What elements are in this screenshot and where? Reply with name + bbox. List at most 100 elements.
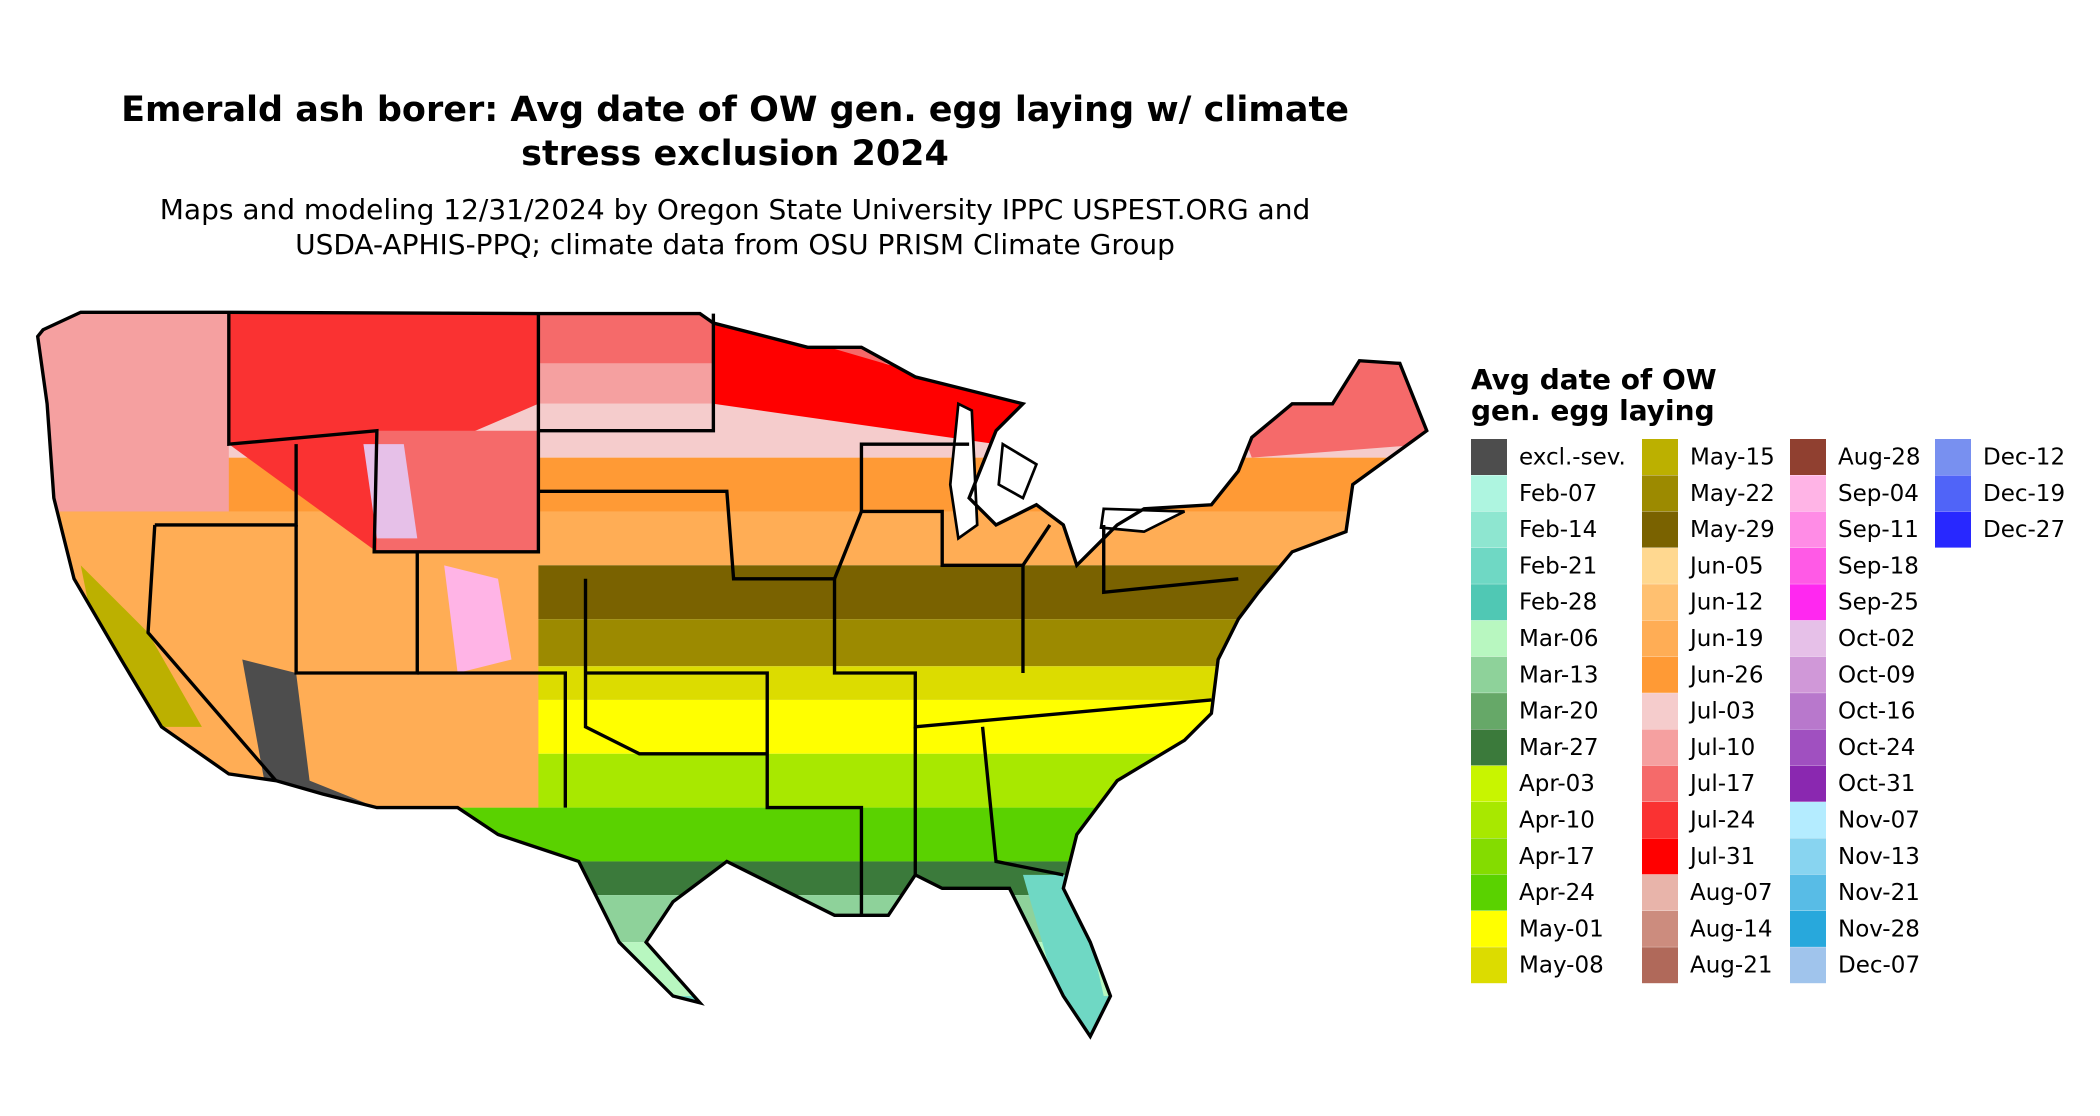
title: Emerald ash borer: Avg date of OW gen. e… — [121, 90, 1349, 130]
legend-label: Nov-28 — [1838, 916, 1920, 942]
legend-label: Dec-19 — [1983, 481, 2065, 507]
legend-swatch — [1642, 693, 1678, 730]
legend-swatch — [1471, 547, 1507, 584]
legend-label: Apr-03 — [1519, 771, 1595, 797]
legend-swatch — [1642, 838, 1678, 875]
lake — [1099, 507, 1186, 534]
subtitle: USDA-APHIS-PPQ; climate data from OSU PR… — [295, 228, 1175, 261]
legend-label: Mar-13 — [1519, 662, 1599, 688]
legend-label: Sep-18 — [1838, 553, 1919, 579]
subtitle: Maps and modeling 12/31/2024 by Oregon S… — [160, 193, 1311, 226]
legend-swatch — [1471, 765, 1507, 802]
legend-label: Dec-27 — [1983, 517, 2065, 543]
legend-label: excl.-sev. — [1519, 445, 1626, 471]
legend-swatch — [1935, 439, 1971, 475]
legend-swatch — [1471, 584, 1507, 621]
legend-swatch — [1471, 620, 1507, 657]
legend-swatch — [1642, 475, 1678, 512]
legend-label: Oct-16 — [1838, 699, 1915, 725]
legend-swatch — [1471, 439, 1507, 475]
legend-swatch — [1935, 475, 1971, 512]
map-region — [37, 996, 1427, 1037]
map-region — [376, 430, 539, 552]
legend-label: Apr-10 — [1519, 808, 1595, 834]
map-region — [37, 807, 1427, 862]
legend-swatch — [1642, 729, 1678, 766]
map-region — [444, 565, 512, 673]
map-region — [37, 895, 1427, 943]
legend-swatch — [1642, 910, 1678, 947]
legend-label: Feb-14 — [1519, 517, 1597, 543]
state-lines — [36, 310, 1429, 1039]
map-region — [713, 313, 1023, 445]
legend-label: Nov-13 — [1838, 844, 1920, 870]
legend-swatch — [1790, 656, 1826, 693]
legend-swatch — [1471, 874, 1507, 911]
legend-swatch — [1471, 475, 1507, 512]
legend-swatch — [1935, 511, 1971, 548]
legend-label: Jun-05 — [1688, 553, 1764, 579]
legend-swatch — [1642, 765, 1678, 802]
legend: Avg date of OW gen. egg laying excl.-sev… — [1471, 363, 2065, 984]
legend-label: Feb-28 — [1519, 590, 1597, 616]
lake — [948, 401, 979, 541]
map-region — [1022, 874, 1104, 1037]
legend-label: Feb-21 — [1519, 553, 1597, 579]
legend-swatch — [1790, 910, 1826, 947]
legend-label: Feb-07 — [1519, 481, 1597, 507]
legend-label: Aug-21 — [1690, 953, 1772, 979]
legend-swatch — [1642, 439, 1678, 475]
legend-label: Dec-12 — [1983, 445, 2065, 471]
legend-label: Mar-20 — [1519, 699, 1599, 725]
legend-label: Nov-07 — [1838, 808, 1920, 834]
legend-label: Jun-19 — [1688, 626, 1764, 652]
legend-swatch — [1471, 802, 1507, 838]
legend-swatch — [1471, 656, 1507, 693]
legend-swatch — [1790, 802, 1826, 838]
legend-label: Aug-14 — [1690, 916, 1772, 942]
legend-swatch — [1790, 874, 1826, 911]
legend-label: Sep-25 — [1838, 590, 1919, 616]
legend-swatch — [1642, 874, 1678, 911]
legend-label: Jul-24 — [1688, 808, 1755, 834]
title: stress exclusion 2024 — [521, 134, 949, 174]
legend-swatch — [1471, 729, 1507, 766]
legend-swatch — [1790, 838, 1826, 875]
legend-swatch — [1790, 439, 1826, 475]
legend-label: May-22 — [1690, 481, 1775, 507]
legend-label: May-15 — [1690, 445, 1775, 471]
legend-label: Sep-11 — [1838, 517, 1919, 543]
legend-swatch — [1471, 693, 1507, 730]
legend-swatch — [1471, 838, 1507, 875]
legend-swatch — [1790, 765, 1826, 802]
legend-label: Apr-24 — [1519, 880, 1595, 906]
legend-swatch — [1471, 947, 1507, 984]
legend-swatch — [1790, 693, 1826, 730]
legend-title: gen. egg laying — [1471, 394, 1715, 427]
map-region — [37, 312, 229, 512]
legend-label: Dec-07 — [1838, 953, 1920, 979]
legend-label: Oct-24 — [1838, 735, 1915, 761]
legend-swatch — [1642, 620, 1678, 657]
legend-label: Oct-02 — [1838, 626, 1915, 652]
legend-label: May-08 — [1519, 953, 1604, 979]
legend-swatch — [1642, 802, 1678, 838]
map-region — [80, 565, 202, 727]
legend-label: Jul-03 — [1688, 699, 1755, 725]
legend-swatch — [1790, 475, 1826, 512]
legend-swatch — [1642, 511, 1678, 548]
legend-label: Jun-12 — [1688, 590, 1764, 616]
legend-label: Aug-28 — [1838, 445, 1920, 471]
legend-label: Oct-31 — [1838, 771, 1915, 797]
map — [36, 310, 1429, 1039]
legend-swatch — [1790, 947, 1826, 984]
legend-label: Aug-07 — [1690, 880, 1772, 906]
legend-label: May-01 — [1519, 916, 1604, 942]
legend-label: Nov-21 — [1838, 880, 1920, 906]
legend-swatch — [1642, 947, 1678, 984]
legend-swatch — [1790, 511, 1826, 548]
legend-swatch — [1790, 620, 1826, 657]
legend-label: May-29 — [1690, 517, 1775, 543]
map-region — [242, 659, 377, 808]
